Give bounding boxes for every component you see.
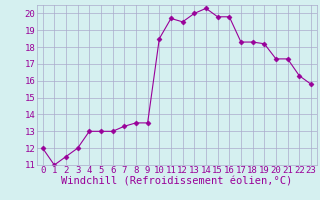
X-axis label: Windchill (Refroidissement éolien,°C): Windchill (Refroidissement éolien,°C) <box>61 177 292 187</box>
